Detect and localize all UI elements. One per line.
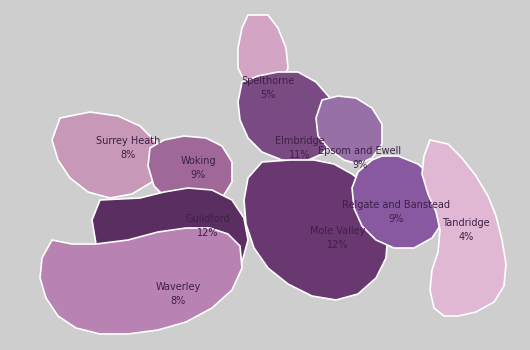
Polygon shape [422, 140, 506, 316]
Text: 9%: 9% [352, 160, 368, 170]
Polygon shape [244, 160, 388, 300]
Text: 8%: 8% [170, 296, 185, 306]
Text: Tandridge: Tandridge [442, 218, 490, 228]
Text: Elmbridge: Elmbridge [275, 136, 325, 146]
Polygon shape [352, 156, 444, 248]
Text: Waverley: Waverley [155, 282, 201, 292]
Text: Spelthorne: Spelthorne [241, 76, 295, 86]
Text: 12%: 12% [197, 228, 219, 238]
Polygon shape [238, 72, 338, 162]
Polygon shape [52, 112, 162, 198]
Text: 8%: 8% [120, 150, 136, 160]
Polygon shape [148, 136, 232, 208]
Text: Woking: Woking [180, 156, 216, 166]
Polygon shape [238, 15, 288, 90]
Text: Surrey Heath: Surrey Heath [96, 136, 160, 146]
Text: 9%: 9% [388, 214, 404, 224]
Text: Mole Valley: Mole Valley [310, 226, 366, 236]
Text: Relgate and Banstead: Relgate and Banstead [342, 200, 450, 210]
Text: 11%: 11% [289, 150, 311, 160]
Polygon shape [40, 228, 242, 334]
Text: 12%: 12% [327, 240, 349, 250]
Text: Epsom and Ewell: Epsom and Ewell [319, 146, 402, 156]
Text: 9%: 9% [190, 170, 206, 180]
Text: Guildford: Guildford [186, 214, 231, 224]
Polygon shape [92, 188, 248, 286]
Text: 4%: 4% [458, 232, 474, 242]
Polygon shape [316, 96, 382, 164]
Text: 5%: 5% [260, 90, 276, 100]
